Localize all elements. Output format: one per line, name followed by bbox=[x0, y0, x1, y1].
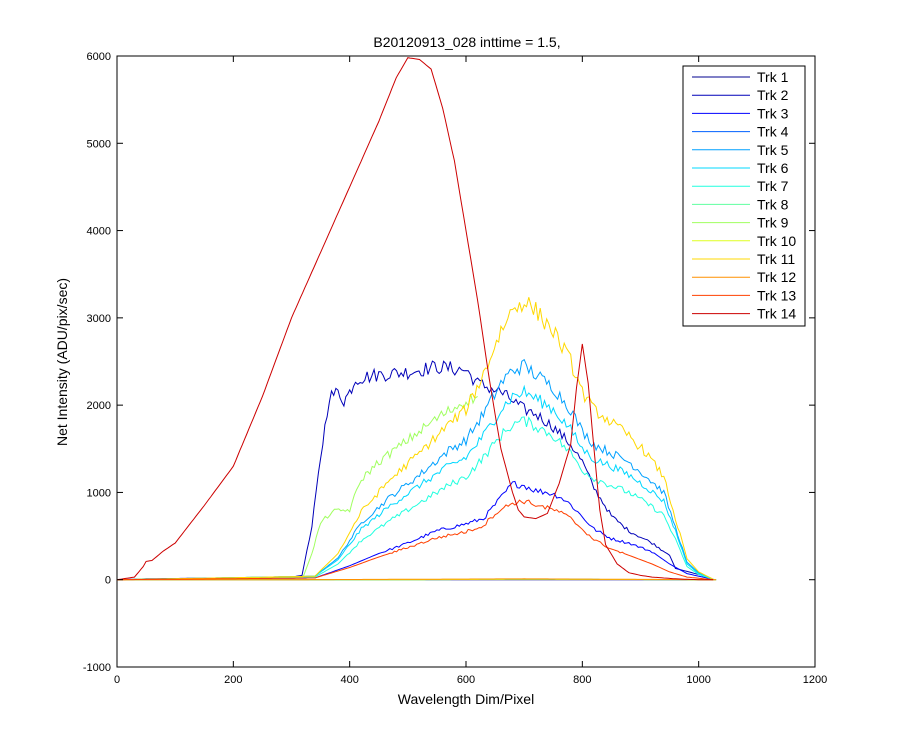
x-tick-label: 0 bbox=[114, 674, 120, 686]
x-tick-label: 400 bbox=[340, 674, 358, 686]
series-line-trk-14 bbox=[116, 57, 714, 581]
x-tick-label: 1200 bbox=[803, 674, 827, 686]
legend: Trk 1 Trk 2 Trk 3 Trk 4 Trk 5 Trk 6 Trk 7 Trk 8… bbox=[682, 65, 806, 327]
legend-entry: Trk 1 bbox=[757, 69, 789, 85]
legend-entry: Trk 9 bbox=[757, 215, 789, 231]
legend-entry: Trk 5 bbox=[757, 142, 789, 158]
series-line-trk-12 bbox=[117, 578, 717, 581]
y-tick-label: 4000 bbox=[87, 226, 111, 238]
y-tick-label: 0 bbox=[105, 575, 111, 587]
y-tick-label: 6000 bbox=[87, 51, 111, 63]
y-tick-label: 3000 bbox=[87, 313, 111, 325]
legend-entry: Trk 7 bbox=[757, 178, 789, 194]
series-line-trk-13 bbox=[117, 499, 714, 581]
legend-entry: Trk 8 bbox=[757, 196, 789, 212]
legend-entry: Trk 3 bbox=[757, 105, 789, 121]
y-axis-label: Net Intensity (ADU/pix/sec) bbox=[54, 278, 70, 446]
legend-box bbox=[682, 65, 806, 327]
legend-entry: Trk 6 bbox=[757, 160, 789, 176]
series-layer bbox=[116, 57, 717, 581]
x-tick-label: 200 bbox=[224, 674, 242, 686]
chart-title: B20120913_028 inttime = 1.5, bbox=[373, 34, 560, 50]
y-tick-label: 5000 bbox=[87, 138, 111, 150]
legend-entry: Trk 4 bbox=[757, 124, 789, 140]
legend-entry: Trk 2 bbox=[757, 87, 789, 103]
legend-entry: Trk 11 bbox=[757, 251, 795, 267]
series-line-trk-11 bbox=[117, 297, 714, 581]
x-axis-label: Wavelength Dim/Pixel bbox=[398, 691, 534, 707]
legend-entry: Trk 12 bbox=[757, 269, 796, 285]
legend-entry: Trk 10 bbox=[757, 233, 796, 249]
x-tick-label: 600 bbox=[457, 674, 475, 686]
y-tick-label: 2000 bbox=[87, 400, 111, 412]
x-ticks: 0 200 400 600 800 1000 1200 bbox=[114, 56, 827, 686]
y-ticks: -1000 0 1000 2000 3000 4000 5000 6000 bbox=[83, 51, 815, 674]
legend-items: Trk 1 Trk 2 Trk 3 Trk 4 Trk 5 Trk 6 Trk 7 Trk 8… bbox=[692, 69, 796, 322]
legend-entry: Trk 13 bbox=[757, 287, 796, 303]
x-tick-label: 800 bbox=[573, 674, 591, 686]
y-tick-label: -1000 bbox=[83, 662, 111, 674]
y-tick-label: 1000 bbox=[87, 487, 111, 499]
x-tick-label: 1000 bbox=[686, 674, 710, 686]
legend-entry: Trk 14 bbox=[757, 306, 796, 322]
